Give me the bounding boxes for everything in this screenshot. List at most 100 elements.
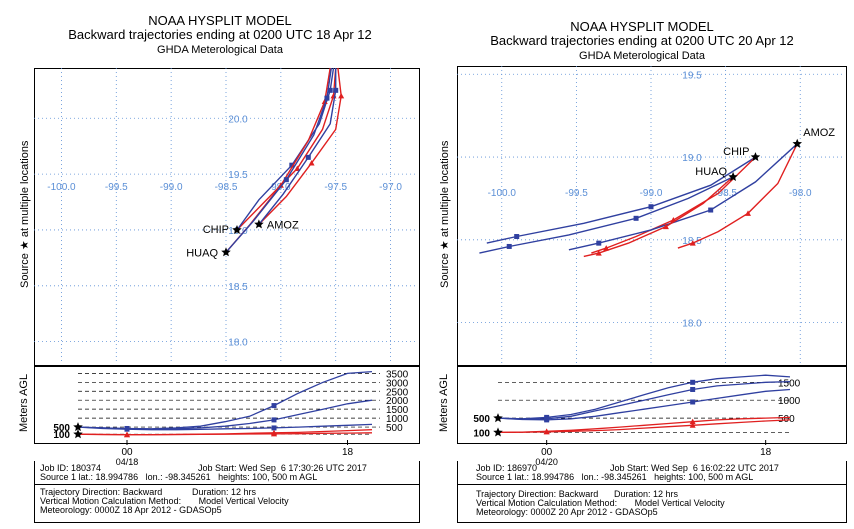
height-marker <box>543 428 550 435</box>
height-trajectory-line <box>497 374 791 420</box>
trajectory-line <box>677 143 798 249</box>
duration: Duration: 12 hrs <box>192 487 257 497</box>
trajectory-marker <box>648 204 654 210</box>
source-star <box>232 225 242 234</box>
height-marker <box>124 426 130 432</box>
lon-tick-label: -97.0 <box>379 182 402 193</box>
map-frame <box>34 68 420 366</box>
time-tick-label: 18 <box>760 447 772 458</box>
source-star <box>792 138 802 148</box>
info-divider <box>457 484 846 485</box>
right-panel: NOAA HYSPLIT MODEL Backward trajectories… <box>430 0 854 529</box>
chart-subtitle-2: GHDA Meterological Data <box>579 50 705 62</box>
map-frame <box>457 66 847 366</box>
height-trajectory-line <box>77 432 373 436</box>
job-start: Job Start: Wed Sep 6 17:30:26 UTC 2017 <box>198 463 367 473</box>
lat-tick-label: 20.0 <box>228 114 248 125</box>
height-start-label: 500 <box>473 414 490 425</box>
trajectory-marker <box>603 245 610 251</box>
height-level-label: 3000 <box>386 378 409 389</box>
chart-title: NOAA HYSPLIT MODEL <box>148 13 292 28</box>
height-marker <box>271 430 277 437</box>
source-line: Source 1 lat.: 18.994786 lon.: -98.34526… <box>476 472 754 482</box>
source-label: HUAQ <box>186 247 218 259</box>
height-level-label: 1000 <box>778 396 801 407</box>
chart-title: NOAA HYSPLIT MODEL <box>570 19 714 34</box>
lon-tick-label: -99.0 <box>640 188 663 199</box>
source-line: Source 1 lat.: 18.994786 lon.: -98.34526… <box>40 472 318 482</box>
height-source-star <box>73 422 83 432</box>
trajectory-line <box>258 67 342 225</box>
source-star <box>750 152 761 162</box>
trajectory-marker <box>321 98 328 105</box>
trajectory-marker <box>305 154 311 160</box>
trajectory-marker <box>277 182 284 188</box>
height-marker <box>690 399 696 405</box>
height-marker <box>690 386 696 392</box>
trajectory-marker <box>294 165 301 172</box>
height-marker <box>544 417 550 423</box>
trajectory-marker <box>514 234 520 240</box>
job-start: Job Start: Wed Sep 6 16:02:22 UTC 2017 <box>610 463 779 473</box>
meteorology: Meteorology: 0000Z 18 Apr 2012 - GDASOp5 <box>40 505 222 515</box>
trajectory-marker <box>595 250 602 256</box>
time-tick-label: 00 <box>541 447 553 458</box>
duration: Duration: 12 hrs <box>614 489 679 499</box>
lon-tick-label: -100.0 <box>47 182 76 193</box>
trajectory-direction: Trajectory Direction: Backward <box>476 489 599 499</box>
chart-subtitle: Backward trajectories ending at 0200 UTC… <box>68 27 372 42</box>
source-label: AMOZ <box>803 127 835 139</box>
trajectory-marker <box>506 243 512 249</box>
lat-tick-label: 19.5 <box>228 170 248 181</box>
info-divider <box>34 484 419 485</box>
trajectory-marker <box>633 215 639 221</box>
lat-tick-label: 19.0 <box>682 153 702 164</box>
height-level-label: 500 <box>386 423 403 434</box>
source-star <box>221 247 231 257</box>
height-trajectory-line <box>77 399 373 430</box>
source-star <box>254 219 264 229</box>
source-label: AMOZ <box>267 219 299 231</box>
lon-tick-label: -97.5 <box>324 182 347 193</box>
trajectory-line <box>583 176 734 258</box>
lon-tick-label: -99.5 <box>565 188 588 199</box>
date-label: 04/18 <box>116 457 139 467</box>
lon-tick-label: -99.5 <box>105 182 128 193</box>
lat-tick-label: 18.0 <box>682 319 702 330</box>
trajectory-line <box>258 68 337 225</box>
height-trajectory-line <box>497 388 791 421</box>
height-frame <box>457 366 847 444</box>
lon-tick-label: -98.5 <box>215 182 238 193</box>
date-label: 04/20 <box>535 457 558 467</box>
height-marker <box>124 431 130 438</box>
trajectory-marker <box>662 223 669 230</box>
left-chart-svg: -100.0-99.5-99.0-98.598.0-97.5-97.018.01… <box>34 67 418 467</box>
lat-tick-label: 18.5 <box>228 282 248 293</box>
height-level-label: 1500 <box>778 378 801 389</box>
height-level-label: 2000 <box>386 396 409 407</box>
lat-tick-label: 18.0 <box>228 338 248 349</box>
trajectory-marker <box>308 159 315 166</box>
time-tick-label: 18 <box>342 447 354 458</box>
vertical-motion: Vertical Motion Calculation Method: Mode… <box>476 498 725 508</box>
source-label: HUAQ <box>695 166 727 178</box>
height-level-label: 1000 <box>386 414 409 425</box>
job-id: Job ID: 180374 <box>40 463 102 473</box>
lon-tick-label: -99.0 <box>160 182 183 193</box>
source-star <box>728 171 738 181</box>
trajectory-line <box>568 143 798 251</box>
lon-tick-label: -98.0 <box>789 188 812 199</box>
vertical-motion: Vertical Motion Calculation Method: Mode… <box>40 496 289 506</box>
height-marker <box>690 379 696 385</box>
height-source-star <box>493 427 503 437</box>
job-id: Job ID: 186970 <box>476 463 538 473</box>
time-tick-label: 00 <box>121 447 133 458</box>
height-start-label: 500 <box>53 423 70 434</box>
height-marker <box>271 403 277 409</box>
height-source-star <box>73 429 83 439</box>
trajectory-marker <box>338 92 345 99</box>
trajectory-marker <box>689 240 696 246</box>
info-box <box>34 461 420 523</box>
trajectory-marker <box>289 162 295 168</box>
height-start-label: 100 <box>53 430 70 441</box>
